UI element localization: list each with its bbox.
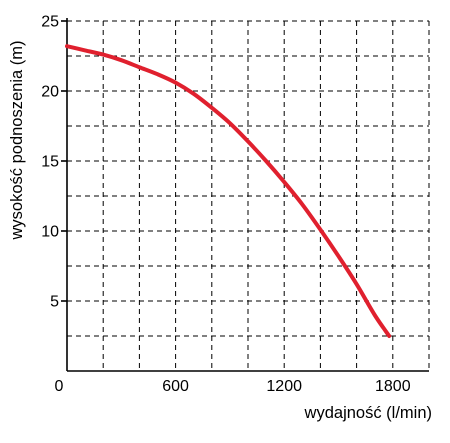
y-tick-label: 15	[41, 154, 59, 171]
x-tick-label: 600	[162, 378, 189, 395]
series-line	[65, 44, 392, 338]
x-tick-label: 1800	[375, 378, 411, 395]
y-tick-label: 20	[41, 84, 59, 101]
x-axis-label: wydajność (l/min)	[304, 404, 432, 422]
y-axis-label: wysokość podnoszenia (m)	[8, 41, 26, 241]
y-tick-label: 10	[41, 224, 59, 241]
y-tick-label: 25	[41, 14, 59, 31]
tick-labels: 5 10 15 20 25 0 600 1200 1800	[41, 14, 410, 396]
axes	[61, 18, 429, 372]
x-tick-label: 1200	[266, 378, 302, 395]
y-tick-label: 5	[50, 294, 59, 311]
x-tick-label: 0	[55, 378, 64, 395]
series-layer	[65, 44, 392, 338]
